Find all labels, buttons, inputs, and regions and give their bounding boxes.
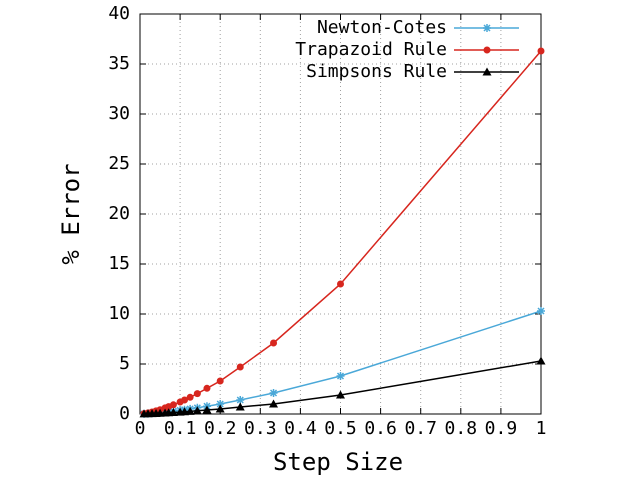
y-tick-label: 15 bbox=[108, 253, 130, 274]
x-tick-label: 0.4 bbox=[284, 418, 317, 439]
x-tick-label: 0.7 bbox=[404, 418, 437, 439]
legend-label: Trapazoid Rule bbox=[295, 39, 447, 60]
data-point bbox=[270, 339, 278, 347]
x-tick-label: 1 bbox=[536, 418, 547, 439]
data-point bbox=[235, 402, 245, 411]
legend-marker bbox=[483, 24, 491, 32]
data-point bbox=[216, 400, 225, 408]
x-tick-label: 0.2 bbox=[204, 418, 237, 439]
x-tick-label: 0.3 bbox=[244, 418, 277, 439]
legend-label: Simpsons Rule bbox=[306, 61, 447, 82]
legend-marker bbox=[483, 46, 491, 54]
series-line bbox=[143, 50, 542, 415]
data-point bbox=[236, 363, 244, 371]
data-point bbox=[193, 390, 201, 398]
data-point bbox=[185, 406, 195, 415]
data-point bbox=[203, 384, 211, 392]
y-axis-label: % Error bbox=[57, 163, 85, 264]
y-tick-label: 0 bbox=[119, 403, 130, 424]
data-point bbox=[176, 398, 184, 406]
data-point bbox=[215, 404, 225, 413]
data-point bbox=[139, 409, 149, 418]
legend-label: Newton-Cotes bbox=[317, 17, 447, 38]
data-point bbox=[202, 405, 212, 414]
data-point bbox=[186, 393, 194, 401]
data-point bbox=[269, 399, 279, 408]
data-point bbox=[537, 47, 545, 55]
x-tick-label: 0.1 bbox=[164, 418, 197, 439]
data-point bbox=[175, 407, 185, 416]
data-point bbox=[336, 372, 345, 380]
y-tick-label: 25 bbox=[108, 153, 130, 174]
y-tick-label: 30 bbox=[108, 103, 130, 124]
y-tick-label: 5 bbox=[119, 353, 130, 374]
x-tick-label: 0 bbox=[135, 418, 146, 439]
plot-frame bbox=[139, 13, 542, 415]
data-point bbox=[537, 307, 545, 315]
data-point bbox=[216, 377, 224, 385]
y-tick-label: 35 bbox=[108, 53, 130, 74]
data-point bbox=[236, 396, 245, 404]
y-tick-label: 10 bbox=[108, 303, 130, 324]
data-point bbox=[337, 280, 344, 288]
data-point bbox=[269, 389, 278, 397]
y-tick-label: 40 bbox=[108, 3, 130, 24]
x-tick-label: 0.6 bbox=[364, 418, 397, 439]
legend-marker bbox=[482, 67, 492, 76]
x-tick-label: 0.8 bbox=[445, 418, 478, 439]
x-axis-label: Step Size bbox=[273, 448, 403, 476]
data-point bbox=[536, 356, 546, 365]
data-point bbox=[192, 406, 202, 415]
x-tick-label: 0.9 bbox=[485, 418, 518, 439]
y-tick-label: 20 bbox=[108, 203, 130, 224]
data-point bbox=[336, 390, 345, 399]
x-tick-label: 0.5 bbox=[324, 418, 357, 439]
